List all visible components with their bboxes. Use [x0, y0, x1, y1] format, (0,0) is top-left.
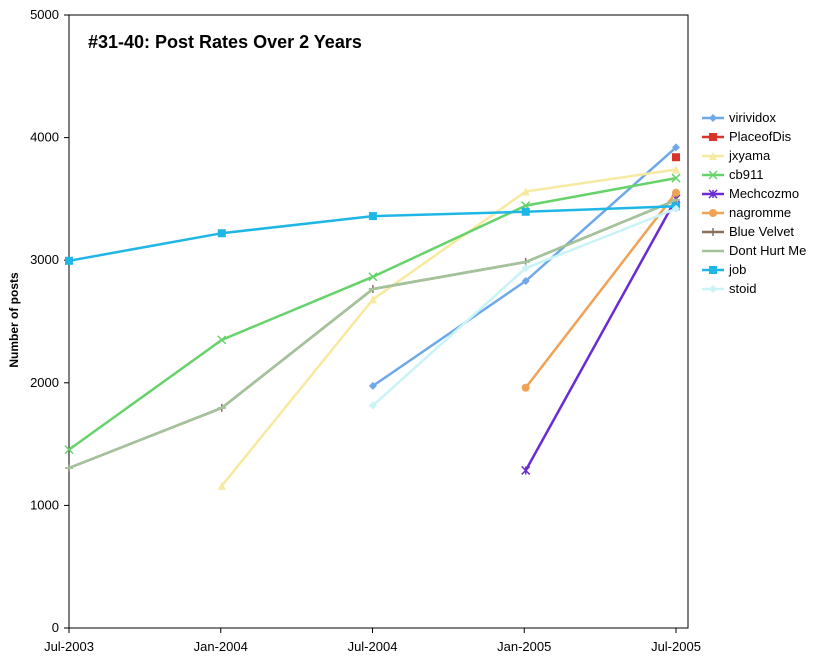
data-point-mechcozmo [521, 465, 531, 475]
x-tick-label: Jan-2004 [194, 639, 248, 654]
legend-marker [709, 266, 717, 274]
legend-item-dont-hurt-me: Dont Hurt Me [702, 243, 806, 258]
y-axis: 0 1000 2000 3000 4000 5000 [30, 7, 69, 635]
legend-item-virividox: virividox [702, 110, 776, 125]
legend-label: Dont Hurt Me [729, 243, 806, 258]
data-point-stoid [521, 264, 530, 273]
legend-item-jxyama: jxyama [702, 148, 771, 163]
legend-label: stoid [729, 281, 756, 296]
legend-label: Mechcozmo [729, 186, 799, 201]
x-tick-label: Jul-2004 [348, 639, 398, 654]
legend-item-nagromme: nagromme [702, 205, 791, 220]
legend-item-cb911: cb911 [702, 167, 763, 182]
legend-marker [709, 228, 717, 236]
data-point-jxyama [672, 165, 680, 174]
data-point-job [65, 256, 73, 265]
legend-label: PlaceofDis [729, 129, 792, 144]
chart-title: #31-40: Post Rates Over 2 Years [88, 32, 362, 52]
legend: virividox PlaceofDis jxyama cb911 Mechcozmo n… [702, 110, 806, 296]
data-point-jxyama [521, 187, 530, 196]
x-axis: Jul-2003 Jan-2004 Jul-2004 Jan-2005 Jul-2005 [44, 628, 701, 654]
legend-item-stoid: stoid [702, 281, 756, 296]
data-point-cb911 [217, 335, 227, 345]
legend-marker [709, 285, 717, 293]
legend-marker [709, 133, 717, 141]
x-tick-label: Jul-2005 [651, 639, 701, 654]
series-stoid [368, 204, 680, 410]
data-point-job [521, 207, 530, 216]
data-point-placeofdis [672, 153, 680, 162]
legend-item-placeofdis: PlaceofDis [702, 129, 792, 144]
y-tick-label: 0 [52, 620, 59, 635]
legend-marker [709, 209, 717, 217]
legend-label: virividox [729, 110, 776, 125]
data-point-stoid [368, 401, 377, 410]
data-point-virividox [672, 143, 680, 152]
legend-label: jxyama [728, 148, 771, 163]
y-tick-label: 2000 [30, 375, 59, 390]
legend-marker [708, 170, 718, 180]
data-point-jxyama [217, 481, 226, 490]
series-line-nagromme [524, 192, 677, 389]
data-point-cb911 [671, 173, 681, 183]
y-tick-label: 4000 [30, 130, 59, 145]
legend-label: Blue Velvet [729, 224, 794, 239]
legend-marker [709, 152, 717, 160]
legend-marker [709, 114, 717, 122]
series-virividox [368, 143, 680, 390]
data-point-jxyama [368, 295, 377, 304]
data-point-job [217, 229, 226, 238]
y-tick-label: 5000 [30, 7, 59, 22]
legend-label: job [728, 262, 746, 277]
data-point-virividox [521, 277, 530, 286]
data-point-job [368, 212, 377, 221]
series-line-jxyama [220, 168, 677, 487]
data-point-cb911 [64, 445, 74, 455]
data-point-nagromme [521, 383, 530, 392]
legend-marker [708, 189, 718, 199]
series-dont-hurt-me [65, 198, 680, 470]
series-layer [64, 143, 681, 490]
x-tick-label: Jul-2003 [44, 639, 94, 654]
y-tick-label: 1000 [30, 497, 59, 512]
legend-item-blue-velvet: Blue Velvet [702, 224, 794, 239]
data-point-nagromme [672, 188, 680, 197]
data-point-virividox [368, 381, 377, 390]
plot-area [68, 14, 689, 629]
x-tick-label: Jan-2005 [497, 639, 551, 654]
series-line-mechcozmo [524, 198, 678, 472]
legend-item-job: job [702, 262, 746, 277]
y-axis-title: Number of posts [7, 272, 21, 368]
series-placeofdis [672, 153, 680, 162]
series-jxyama [217, 165, 680, 490]
data-point-cb911 [368, 272, 378, 282]
series-nagromme [521, 188, 680, 392]
series-cb911 [64, 173, 681, 455]
data-point-stoid [672, 204, 680, 213]
legend-label: nagromme [729, 205, 791, 220]
legend-item-mechcozmo: Mechcozmo [702, 186, 799, 201]
y-tick-label: 3000 [30, 252, 59, 267]
legend-label: cb911 [729, 167, 763, 182]
